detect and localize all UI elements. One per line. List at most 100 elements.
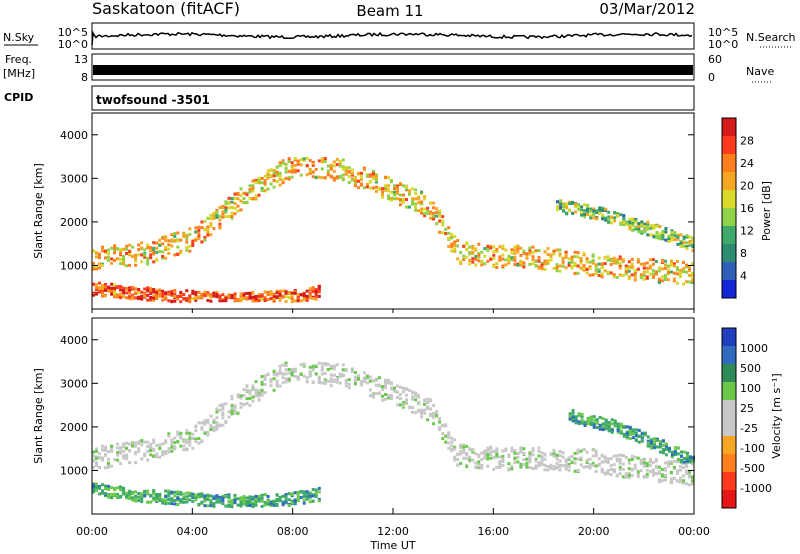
data-cell (577, 412, 581, 416)
colorbar-swatch (722, 382, 736, 401)
data-cell (435, 412, 439, 416)
data-cell (209, 299, 213, 303)
data-cell (230, 211, 234, 215)
data-cell (561, 464, 565, 467)
data-cell (239, 193, 243, 197)
data-cell (543, 268, 547, 271)
data-cell (146, 489, 150, 493)
data-cell (371, 169, 375, 173)
data-cell (254, 197, 258, 201)
data-cell (680, 458, 683, 462)
data-cell (212, 418, 216, 422)
data-cell (212, 291, 216, 295)
data-cell (233, 192, 237, 196)
data-cell (522, 261, 526, 265)
data-cell (191, 297, 195, 301)
data-cell (185, 500, 189, 504)
data-cell (308, 171, 312, 175)
data-cell (663, 273, 667, 277)
data-cell (585, 461, 589, 464)
data-cell (559, 199, 563, 203)
data-cell (683, 457, 686, 460)
data-cell (203, 290, 207, 294)
data-cell (221, 299, 225, 303)
data-cell (616, 424, 620, 428)
data-cell (555, 248, 559, 252)
data-cell (251, 179, 255, 183)
data-cell (254, 180, 258, 184)
data-cell (377, 384, 381, 388)
data-cell (263, 503, 267, 507)
data-cell (420, 207, 424, 211)
data-cell (648, 258, 652, 262)
data-cell (471, 251, 475, 255)
data-cell (597, 273, 601, 277)
data-cell (125, 491, 129, 495)
data-cell (621, 462, 625, 466)
data-cell (642, 270, 646, 274)
data-cell (179, 498, 183, 502)
data-cell (631, 221, 635, 225)
data-cell (146, 449, 150, 453)
data-cell (619, 423, 623, 427)
colorbar-swatch (722, 418, 736, 437)
data-cell (543, 262, 547, 266)
data-cell (101, 288, 104, 292)
data-cell (651, 468, 655, 472)
data-cell (332, 367, 336, 371)
data-cell (227, 293, 231, 297)
data-cell (209, 293, 213, 296)
data-cell (308, 287, 312, 291)
colorbar-swatch (722, 154, 736, 173)
data-cell (537, 461, 541, 465)
data-cell (384, 380, 387, 384)
data-cell (203, 235, 207, 239)
data-cell (522, 451, 526, 455)
data-cell (185, 491, 189, 495)
data-cell (158, 443, 162, 447)
data-cell (161, 289, 165, 293)
data-cell (570, 258, 574, 261)
data-cell (645, 468, 649, 472)
data-cell (501, 460, 505, 463)
data-cell (660, 474, 664, 478)
data-cell (125, 496, 129, 500)
data-cell (585, 450, 589, 454)
data-cell (495, 266, 499, 269)
data-cell (248, 184, 252, 188)
data-cell (384, 184, 387, 188)
data-cell (435, 210, 439, 214)
data-cell (224, 210, 228, 214)
data-cell (341, 173, 345, 177)
data-cell (666, 463, 670, 467)
data-cell (592, 212, 596, 216)
data-cell (574, 205, 578, 209)
data-cell (311, 297, 315, 301)
data-cell (562, 202, 566, 206)
data-cell (266, 172, 270, 176)
data-cell (302, 495, 306, 499)
data-cell (651, 258, 655, 262)
data-cell (257, 389, 261, 393)
data-cell (350, 171, 354, 175)
data-cell (284, 299, 288, 303)
data-cell (642, 277, 646, 281)
data-cell (495, 250, 499, 253)
data-cell (176, 492, 180, 496)
data-cell (140, 443, 144, 447)
data-cell (492, 253, 496, 257)
data-cell (254, 299, 258, 303)
data-cell (230, 404, 234, 408)
data-cell (543, 259, 547, 263)
data-cell (642, 474, 646, 478)
data-cell (365, 174, 369, 178)
data-cell (429, 212, 433, 216)
data-cell (179, 249, 183, 253)
data-cell (492, 250, 496, 254)
data-cell (628, 225, 632, 229)
data-cell (615, 276, 619, 279)
data-cell (519, 446, 523, 450)
data-cell (188, 300, 192, 304)
data-cell (658, 450, 662, 454)
data-cell (101, 458, 104, 462)
